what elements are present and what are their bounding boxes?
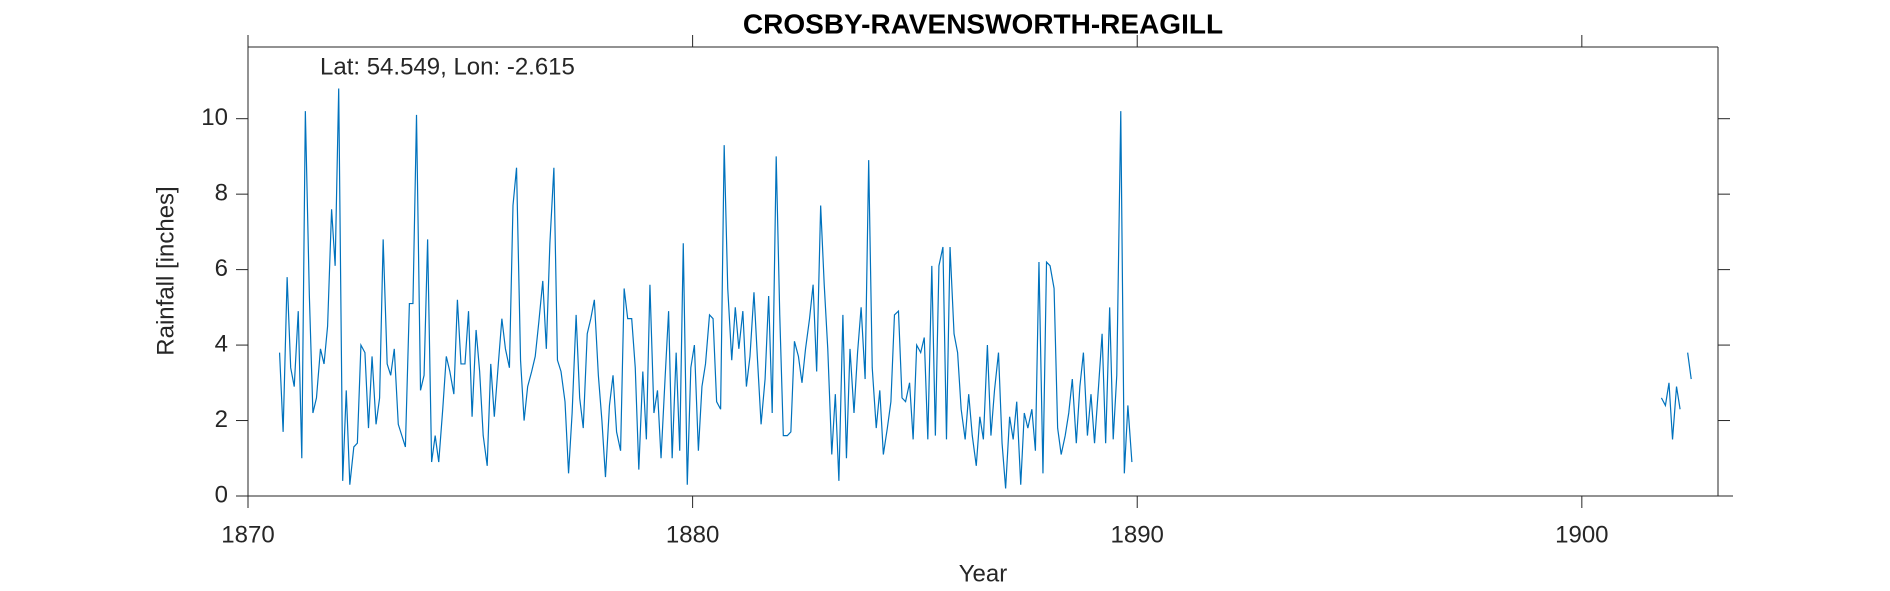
x-tick-label: 1890 <box>1111 521 1164 548</box>
y-axis-label: Rainfall [inches] <box>152 186 179 355</box>
y-tick-label: 0 <box>215 481 228 508</box>
annotation: Lat: 54.549, Lon: -2.615 <box>320 53 575 80</box>
y-tick-label: 10 <box>201 104 228 131</box>
data-line <box>278 88 1692 489</box>
y-tick-label: 4 <box>215 330 228 357</box>
x-tick-label: 1880 <box>666 521 719 548</box>
y-tick-label: 6 <box>215 255 228 282</box>
y-tick-label: 8 <box>215 179 228 206</box>
chart-title: CROSBY-RAVENSWORTH-REAGILL <box>743 8 1223 39</box>
x-tick-label: 1900 <box>1555 521 1608 548</box>
x-axis-label: Year <box>959 560 1008 587</box>
y-tick-label: 2 <box>215 406 228 433</box>
x-tick-label: 1870 <box>221 521 274 548</box>
